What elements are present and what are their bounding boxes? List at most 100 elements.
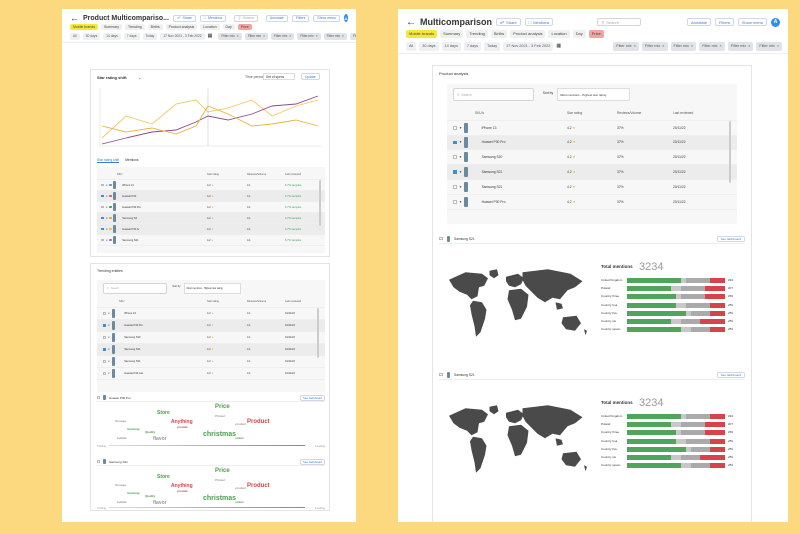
close-icon[interactable]: ×: [263, 34, 265, 38]
row-checkbox[interactable]: [453, 155, 457, 160]
chevron-down-icon[interactable]: ▾: [108, 336, 110, 339]
filter-chip[interactable]: Filter mix×: [756, 42, 782, 51]
show-menu-button[interactable]: Show menu: [737, 18, 767, 26]
see-dashboard-button[interactable]: See dashboard: [716, 371, 745, 378]
tab-mentions[interactable]: Mentions: [125, 158, 139, 162]
search-input[interactable]: ⚲ Search: [597, 18, 642, 26]
scrollbar[interactable]: [319, 180, 321, 227]
tab-day[interactable]: Day: [572, 30, 586, 38]
word-product[interactable]: Product: [247, 483, 270, 489]
filter-chip[interactable]: Filter mix×: [297, 33, 321, 40]
sentiment-slider[interactable]: [109, 506, 305, 508]
word-store[interactable]: Store: [157, 410, 170, 416]
calendar-icon[interactable]: ▦: [207, 33, 213, 39]
word-product[interactable]: Product: [247, 419, 270, 425]
tab-summary[interactable]: Summary: [100, 24, 122, 30]
calendar-icon[interactable]: ▦: [556, 43, 562, 49]
tab-births[interactable]: Births: [147, 24, 163, 30]
date-filter-2[interactable]: 14 days: [103, 33, 121, 40]
chevron-down-icon[interactable]: ▾: [106, 227, 108, 231]
close-icon[interactable]: ×: [315, 34, 318, 38]
chevron-down-icon[interactable]: ▾: [459, 199, 462, 204]
table-row[interactable]: ▾ Samsung S2 4.2 ★ 4.1 6.7% samples: [97, 213, 325, 224]
see-dashboard-button[interactable]: See dashboard: [300, 458, 325, 465]
chevron-down-icon[interactable]: ▾: [459, 125, 462, 130]
tab-price[interactable]: Price: [237, 24, 252, 30]
tab-day[interactable]: Day: [222, 24, 235, 30]
mentions-button[interactable]: □ Mentions: [199, 14, 227, 22]
table-search-input[interactable]: ⚲ Search: [103, 283, 167, 294]
tab-location[interactable]: Location: [200, 24, 220, 30]
chevron-down-icon[interactable]: ▾: [106, 194, 108, 198]
chevron-down-icon[interactable]: ▾: [459, 170, 462, 175]
date-filter-1[interactable]: 30 days: [419, 42, 439, 51]
chevron-down-icon[interactable]: ▾: [108, 324, 110, 327]
row-checkbox[interactable]: [101, 216, 104, 220]
avatar[interactable]: A: [343, 14, 348, 22]
row-checkbox[interactable]: [453, 125, 457, 130]
row-checkbox[interactable]: [101, 238, 104, 242]
word-bubble[interactable]: bubble: [117, 500, 127, 504]
table-row[interactable]: ▾ Huawei P30 4.2 ★ 4.1 6.7% samples: [97, 191, 325, 202]
chevron-down-icon[interactable]: ▾: [459, 140, 462, 145]
table-row[interactable]: ▾ Huawei P30 Lite 4.2 ★ 4.1 01/11/22: [97, 368, 325, 380]
see-dashboard-button[interactable]: See dashboard: [716, 235, 745, 242]
word-price[interactable]: Price: [215, 468, 230, 474]
chevron-down-icon[interactable]: ▾: [106, 183, 108, 187]
date-filter-1[interactable]: 30 days: [82, 33, 101, 40]
tab-births[interactable]: Births: [490, 30, 508, 38]
table-row[interactable]: ▾ Samsung S21 4.2 ★ 37% 20/11/22: [447, 180, 737, 195]
cloud-checkbox[interactable]: [97, 396, 100, 399]
tab-trending[interactable]: Trending: [466, 30, 488, 38]
word-product[interactable]: product: [235, 422, 247, 426]
sort-select[interactable]: Most mentions - Highest star rating: [183, 283, 241, 294]
row-checkbox[interactable]: [103, 360, 106, 363]
share-button[interactable]: ☍ Share: [496, 18, 521, 26]
filter-chip[interactable]: Filter mix×: [244, 33, 268, 40]
close-icon[interactable]: ×: [633, 44, 636, 48]
date-filter-4[interactable]: Today: [142, 33, 158, 40]
table-row[interactable]: ▾ Samsung S21 4.2 ★ 4.1 6.7% samples: [97, 235, 325, 246]
map-checkbox[interactable]: [439, 236, 443, 241]
back-arrow-icon[interactable]: ←: [406, 16, 416, 28]
tab-product-analysis[interactable]: Product analysis: [165, 24, 198, 30]
chevron-down-icon[interactable]: ▾: [106, 205, 108, 209]
map-checkbox[interactable]: [439, 372, 443, 377]
word-provide[interactable]: provide: [177, 489, 188, 493]
word-christmas[interactable]: christmas: [203, 431, 237, 438]
word-storage[interactable]: Storage: [115, 483, 127, 487]
word-pinned[interactable]: Pinned: [215, 414, 226, 418]
filter-chip[interactable]: Filter mix×: [349, 33, 356, 40]
show-menu-button[interactable]: Show menu: [313, 14, 340, 22]
word-anything[interactable]: Anything: [171, 419, 193, 425]
table-row[interactable]: ▾ Samsung S21 4.2 ★ 4.1 01/11/22: [97, 344, 325, 356]
chevron-down-icon[interactable]: ▾: [459, 184, 462, 189]
date-filter-4[interactable]: Today: [484, 42, 501, 51]
table-row[interactable]: ▾ iPhone 13 4.2 ★ 4.1 01/11/22: [97, 308, 325, 320]
filter-chip[interactable]: Filter mix×: [323, 33, 347, 40]
word-amazing[interactable]: Amazing: [127, 427, 140, 431]
tab-product-analysis[interactable]: Product analysis: [510, 30, 546, 38]
row-checkbox[interactable]: [453, 140, 457, 145]
table-row[interactable]: ▾ Huawei P30 Ar 4.2 ★ 4.1 6.7% samples: [97, 224, 325, 235]
row-checkbox[interactable]: [101, 227, 104, 231]
scrollbar[interactable]: [728, 120, 731, 183]
chevron-down-icon[interactable]: ▾: [108, 348, 110, 351]
row-checkbox[interactable]: [101, 194, 104, 198]
date-filter-3[interactable]: 7 days: [123, 33, 140, 40]
word-provide[interactable]: provide: [177, 425, 188, 429]
period-select[interactable]: Set of specs: [263, 73, 295, 80]
word-bubble[interactable]: bubble: [117, 436, 127, 440]
search-input[interactable]: ⚲ Search: [234, 14, 258, 22]
word-flavor[interactable]: flavor: [153, 436, 167, 442]
sentiment-slider[interactable]: [109, 444, 305, 446]
filter-chip[interactable]: Filter mix×: [613, 42, 639, 51]
chevron-down-icon[interactable]: ⌄: [138, 75, 142, 80]
chevron-down-icon[interactable]: ▾: [108, 372, 110, 375]
table-row[interactable]: ▾ Huawei P30 Pro 4.2 ★ 37% 20/11/22: [447, 195, 737, 210]
date-filter-0[interactable]: All: [406, 42, 417, 51]
close-icon[interactable]: ×: [662, 44, 665, 48]
tab-price[interactable]: Price: [588, 30, 604, 38]
annotate-button[interactable]: Annotate: [265, 14, 288, 22]
date-filter-5[interactable]: 17 Nov 2021 - 3 Feb 2022: [160, 33, 205, 40]
